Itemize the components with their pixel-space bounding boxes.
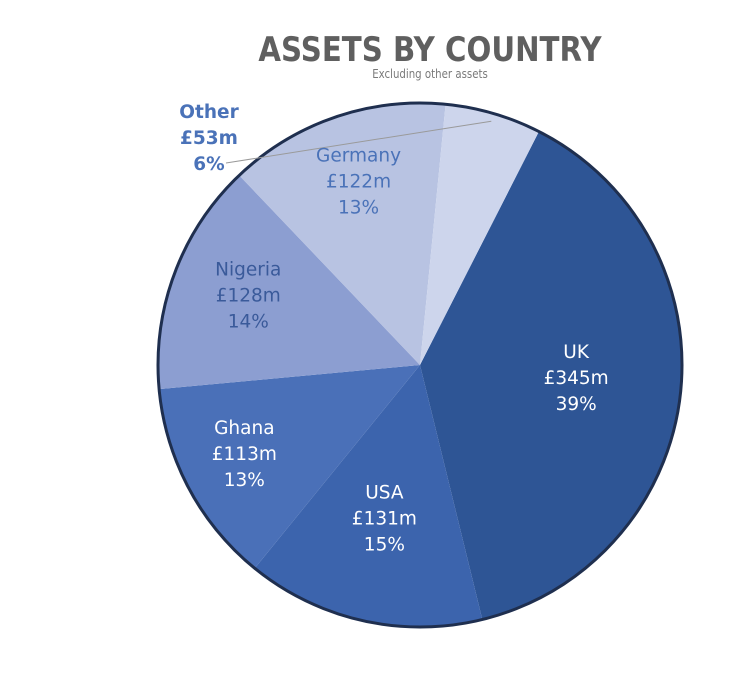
label-usa-name: USA bbox=[365, 482, 404, 503]
pie-slice-uk bbox=[420, 131, 682, 620]
pie-slices bbox=[156, 101, 684, 629]
label-ghana-percent: 13% bbox=[224, 470, 265, 491]
label-usa-value: £131m bbox=[352, 508, 417, 529]
chart-title: ASSETS BY COUNTRY bbox=[258, 30, 602, 70]
label-ghana-name: Ghana bbox=[214, 418, 274, 439]
pie-slice-nigeria bbox=[158, 175, 420, 390]
pie-slice-other bbox=[420, 104, 539, 366]
pie-slice-ghana bbox=[159, 365, 421, 569]
pie-labels: UK £345m 39% USA £131m 15% Ghana £113m 13% Nigeri… bbox=[179, 102, 608, 555]
label-nigeria-percent: 14% bbox=[228, 312, 269, 333]
label-germany-value: £122m bbox=[326, 172, 391, 193]
label-uk-percent: 39% bbox=[556, 394, 597, 415]
label-nigeria-value: £128m bbox=[216, 286, 281, 307]
chart-subtitle: Excluding other assets bbox=[372, 67, 488, 81]
pie-slice-germany bbox=[239, 102, 446, 365]
label-nigeria-name: Nigeria bbox=[215, 260, 281, 281]
label-other-name: Other bbox=[179, 102, 239, 123]
label-uk-name: UK bbox=[563, 342, 590, 363]
label-other-value: £53m bbox=[180, 128, 238, 149]
pie-outline bbox=[156, 101, 684, 629]
label-usa-percent: 15% bbox=[364, 534, 405, 555]
label-uk-value: £345m bbox=[544, 368, 609, 389]
other-leader-line bbox=[225, 120, 492, 164]
label-germany-percent: 13% bbox=[338, 198, 379, 219]
label-other-percent: 6% bbox=[193, 154, 224, 175]
label-germany-name: Germany bbox=[316, 146, 401, 167]
pie-slice-usa bbox=[254, 365, 483, 627]
label-ghana-value: £113m bbox=[212, 444, 277, 465]
